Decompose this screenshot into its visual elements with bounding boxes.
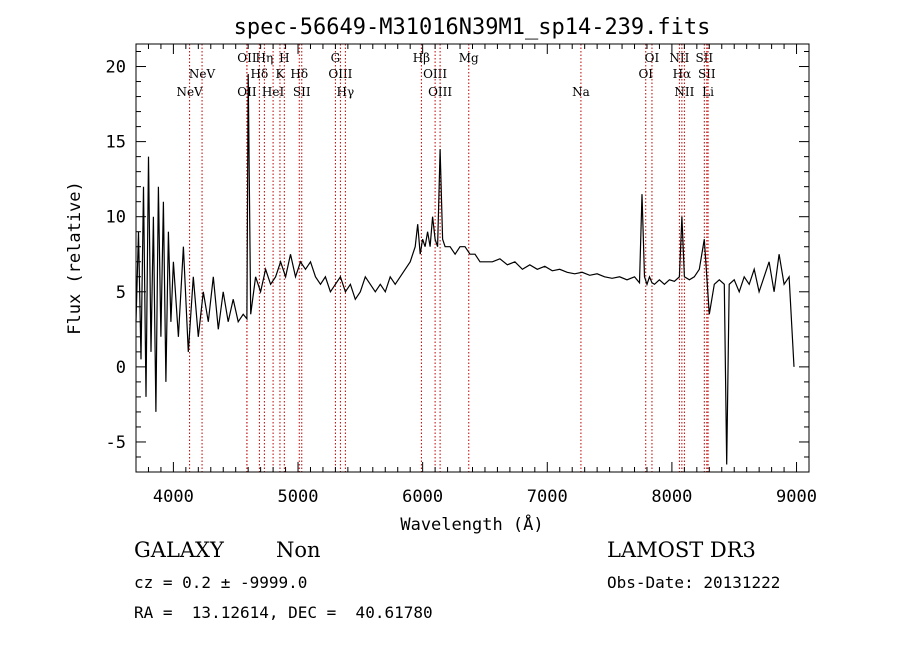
line-label-24: SII bbox=[695, 51, 713, 65]
x-tick-label: 9000 bbox=[776, 487, 817, 507]
redshift-readout: cz = 0.2 ± -9999.0 bbox=[134, 573, 308, 592]
y-tick-label: 0 bbox=[116, 358, 126, 378]
line-label-5: Hη bbox=[256, 51, 274, 65]
x-tick-label: 4000 bbox=[153, 487, 194, 507]
line-label-8: H bbox=[279, 51, 289, 65]
line-label-23: NII bbox=[674, 85, 694, 99]
y-tick-label: 20 bbox=[106, 58, 126, 78]
line-label-9: Hδ bbox=[290, 67, 308, 81]
y-tick-label: -5 bbox=[106, 433, 126, 453]
line-label-16: OIII bbox=[428, 85, 452, 99]
line-label-13: Hγ bbox=[337, 85, 355, 99]
line-label-4: Hδ bbox=[251, 67, 269, 81]
survey-name: LAMOST DR3 bbox=[607, 538, 756, 562]
x-tick-label: 7000 bbox=[527, 487, 568, 507]
line-label-17: Mg bbox=[459, 51, 479, 65]
object-subclass: Non bbox=[276, 538, 321, 562]
line-label-10: SII bbox=[293, 85, 311, 99]
line-label-21: NII bbox=[669, 51, 689, 65]
coordinates-readout: RA = 13.12614, DEC = 40.61780 bbox=[134, 603, 433, 622]
x-tick-label: 8000 bbox=[651, 487, 692, 507]
emission-line-markers: NeVNeVOIIOIIHδHηHeIKHHδSIIGOIIIHγHβOIIIO… bbox=[176, 44, 716, 472]
y-tick-label: 5 bbox=[116, 283, 126, 303]
y-axis-label: Flux (relative) bbox=[65, 181, 85, 335]
line-label-3: OII bbox=[237, 85, 257, 99]
line-label-15: OIII bbox=[423, 67, 447, 81]
y-tick-label: 10 bbox=[106, 208, 126, 228]
line-label-7: K bbox=[275, 67, 285, 81]
spectrum-series bbox=[135, 73, 795, 465]
line-label-25: SII bbox=[698, 67, 716, 81]
y-axis-ticks: -5 0 5 10 15 20 bbox=[106, 51, 809, 473]
line-label-22: Hα bbox=[673, 67, 692, 81]
object-class: GALAXY bbox=[134, 538, 224, 562]
line-label-0: NeV bbox=[176, 85, 203, 99]
line-label-1: NeV bbox=[189, 67, 216, 81]
x-axis-ticks: 4000 5000 6000 7000 8000 9000 bbox=[147, 44, 817, 507]
line-label-19: OI bbox=[638, 67, 653, 81]
line-label-26: Li bbox=[702, 85, 714, 99]
line-label-11: G bbox=[331, 51, 341, 65]
line-label-6: HeI bbox=[262, 85, 285, 99]
x-tick-label: 6000 bbox=[402, 487, 443, 507]
x-axis-label: Wavelength (Å) bbox=[400, 513, 543, 535]
line-label-18: Na bbox=[572, 85, 590, 99]
chart-title: spec-56649-M31016N39M1_sp14-239.fits bbox=[234, 15, 711, 40]
line-label-14: Hβ bbox=[413, 51, 430, 65]
y-tick-label: 15 bbox=[106, 133, 126, 153]
line-label-20: OI bbox=[645, 51, 660, 65]
line-label-12: OIII bbox=[328, 67, 352, 81]
observation-date: Obs-Date: 20131222 bbox=[607, 573, 781, 592]
x-tick-label: 5000 bbox=[278, 487, 319, 507]
